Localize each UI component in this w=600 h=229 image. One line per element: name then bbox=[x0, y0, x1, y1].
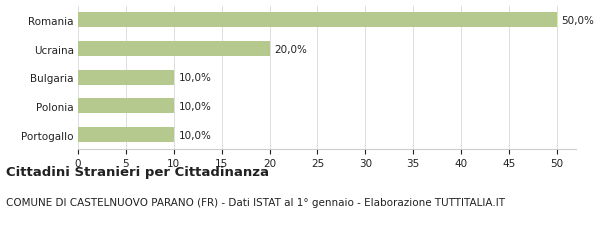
Text: COMUNE DI CASTELNUOVO PARANO (FR) - Dati ISTAT al 1° gennaio - Elaborazione TUTT: COMUNE DI CASTELNUOVO PARANO (FR) - Dati… bbox=[6, 197, 505, 207]
Bar bbox=[78, 128, 174, 142]
Text: 50,0%: 50,0% bbox=[562, 16, 595, 26]
Bar bbox=[78, 71, 174, 85]
Text: Cittadini Stranieri per Cittadinanza: Cittadini Stranieri per Cittadinanza bbox=[6, 165, 269, 178]
Bar bbox=[78, 13, 557, 28]
Bar bbox=[78, 99, 174, 114]
Text: 10,0%: 10,0% bbox=[179, 101, 211, 111]
Text: 10,0%: 10,0% bbox=[179, 73, 211, 83]
Bar bbox=[78, 42, 269, 57]
Text: 20,0%: 20,0% bbox=[274, 44, 307, 54]
Text: 10,0%: 10,0% bbox=[179, 130, 211, 140]
